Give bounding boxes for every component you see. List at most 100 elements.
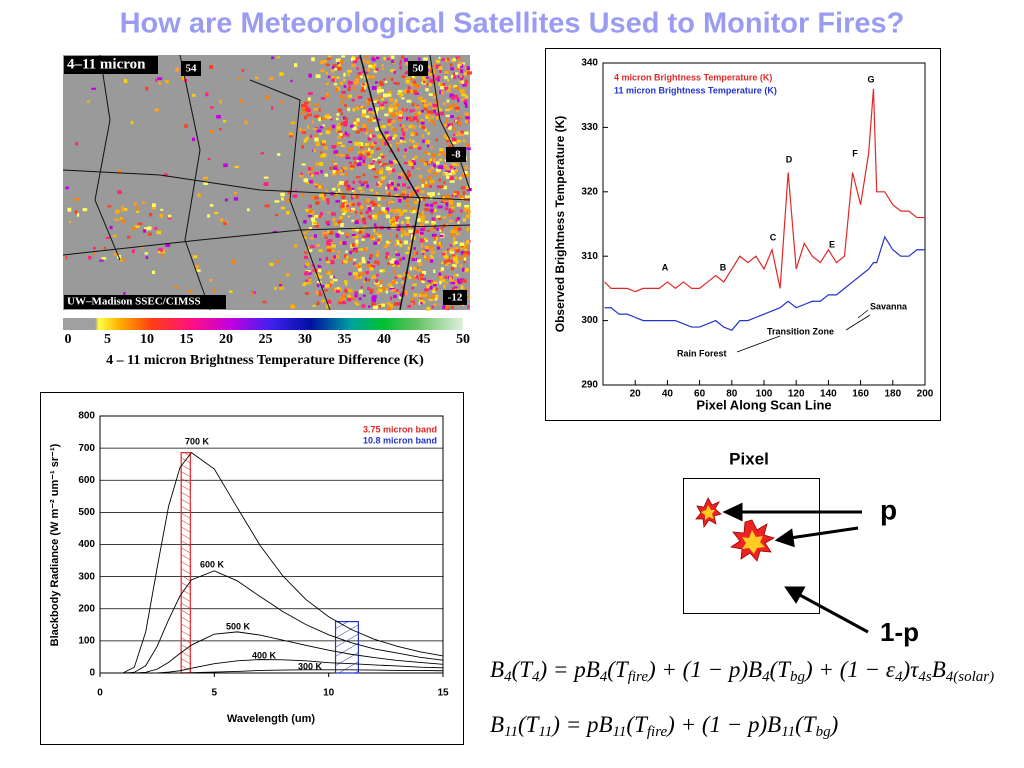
image-pixel: [389, 104, 393, 109]
image-pixel: [324, 173, 329, 177]
image-pixel: [303, 109, 308, 113]
image-pixel: [394, 260, 399, 265]
image-pixel: [341, 55, 346, 58]
image-pixel: [422, 277, 427, 281]
image-pixel: [324, 289, 328, 292]
image-pixel: [405, 77, 411, 80]
image-pixel: [393, 82, 398, 85]
image-pixel: [466, 147, 471, 150]
image-pixel: [160, 208, 164, 211]
image-pixel: [445, 282, 448, 285]
image-pixel: [401, 221, 404, 225]
image-pixel: [373, 305, 378, 310]
image-pixel: [322, 231, 328, 235]
image-pixel: [371, 111, 376, 115]
image-pixel: [385, 243, 390, 247]
image-pixel: [307, 167, 313, 171]
image-pixel: [351, 57, 356, 62]
image-pixel: [127, 235, 131, 239]
image-pixel: [432, 158, 436, 163]
image-pixel: [421, 301, 426, 304]
image-pixel: [460, 130, 464, 134]
image-pixel: [348, 272, 352, 276]
image-pixel: [389, 200, 395, 204]
image-pixel: [391, 120, 396, 123]
image-pixel: [65, 255, 68, 260]
image-pixel: [367, 261, 370, 264]
image-pixel: [304, 255, 309, 259]
image-pixel: [344, 104, 347, 107]
image-pixel: [431, 288, 436, 292]
image-pixel: [444, 207, 449, 211]
image-pixel: [351, 63, 356, 68]
image-pixel: [339, 94, 343, 98]
subscript: 4: [762, 669, 770, 685]
image-pixel: [308, 204, 313, 208]
image-pixel: [337, 135, 342, 139]
image-pixel: [354, 160, 358, 165]
image-pixel: [415, 218, 421, 222]
image-pixel: [363, 86, 367, 90]
image-pixel: [371, 298, 377, 303]
image-pixel: [345, 289, 348, 293]
image-pixel: [396, 208, 401, 213]
image-pixel: [425, 115, 429, 119]
image-pixel: [376, 191, 379, 195]
image-pixel: [398, 115, 403, 119]
image-pixel: [444, 164, 448, 169]
image-pixel: [407, 160, 413, 163]
image-pixel: [330, 249, 336, 252]
image-pixel: [341, 241, 347, 245]
image-pixel: [308, 209, 313, 213]
image-pixel: [444, 256, 449, 259]
image-pixel: [406, 116, 409, 121]
image-pixel: [347, 295, 352, 298]
image-pixel: [209, 130, 214, 133]
image-pixel: [376, 274, 379, 277]
image-pixel: [413, 247, 416, 250]
image-pixel: [461, 93, 467, 97]
image-pixel: [288, 132, 294, 136]
image-pixel: [320, 117, 324, 120]
image-pixel: [452, 264, 457, 268]
image-pixel: [339, 241, 343, 245]
image-pixel: [313, 108, 319, 111]
image-pixel: [318, 249, 323, 252]
image-pixel: [331, 270, 334, 273]
y-tick-label: 290: [581, 380, 598, 391]
image-pixel: [464, 79, 469, 84]
image-pixel: [442, 201, 448, 204]
image-pixel: [449, 165, 454, 169]
image-pixel: [377, 91, 381, 95]
image-pixel: [418, 302, 421, 305]
image-pixel: [375, 253, 379, 257]
image-pixel: [328, 231, 334, 235]
image-pixel: [392, 168, 396, 173]
image-pixel: [315, 74, 321, 78]
image-pixel: [389, 260, 394, 264]
image-pixel: [351, 219, 355, 222]
image-pixel: [352, 126, 357, 131]
image-pixel: [347, 87, 351, 92]
image-pixel: [351, 207, 355, 211]
image-pixel: [426, 110, 432, 114]
image-pixel: [394, 111, 398, 115]
image-pixel: [101, 257, 107, 260]
image-pixel: [133, 202, 137, 206]
image-pixel: [462, 83, 467, 87]
arrowhead: [774, 528, 795, 548]
image-pixel: [393, 294, 397, 299]
image-pixel: [353, 262, 356, 266]
colorbar-tick-label: 20: [219, 332, 233, 347]
image-pixel: [390, 220, 396, 223]
image-pixel: [366, 263, 372, 268]
image-pixel: [313, 222, 317, 225]
image-pixel: [453, 133, 457, 136]
image-pixel: [380, 89, 384, 93]
image-pixel: [414, 275, 417, 278]
image-pixel: [148, 232, 152, 236]
image-pixel: [431, 223, 435, 226]
image-pixel: [437, 75, 441, 79]
image-pixel: [381, 64, 384, 67]
image-pixel: [308, 278, 312, 282]
